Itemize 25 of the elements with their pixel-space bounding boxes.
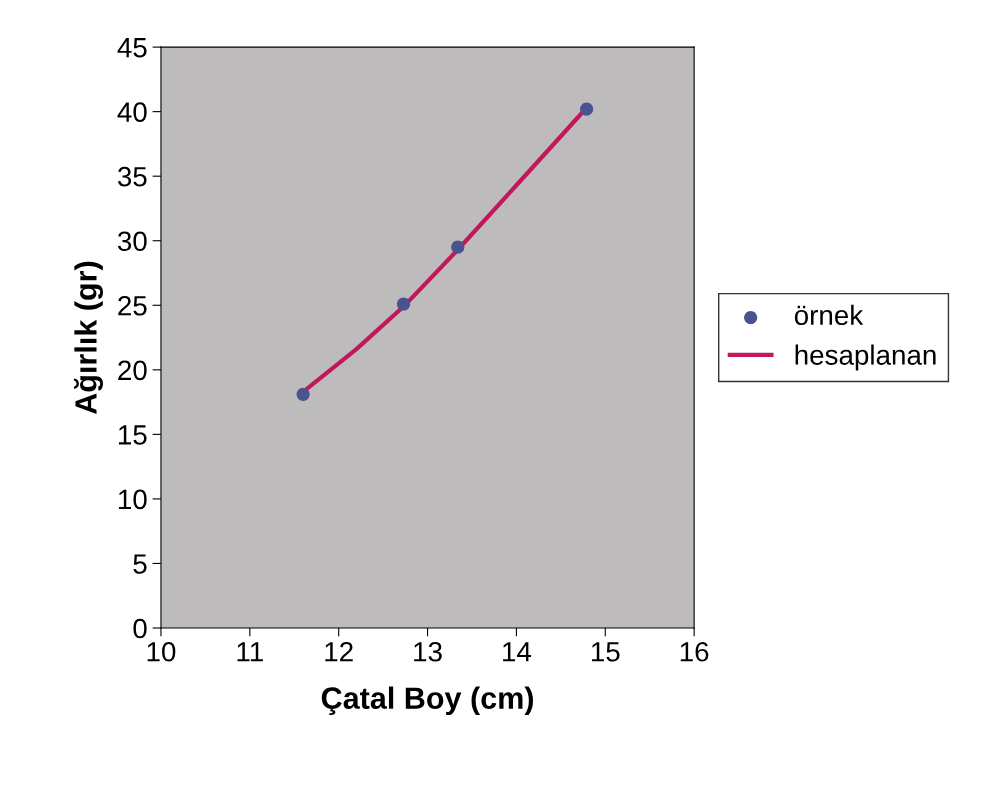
y-tick-label: 40 bbox=[117, 102, 147, 122]
y-tick-label: 15 bbox=[118, 425, 147, 445]
y-tick-label: 0 bbox=[133, 618, 147, 639]
point bbox=[580, 102, 594, 116]
y-tick-label: 30 bbox=[117, 231, 147, 252]
legend-label: hesaplanan bbox=[795, 344, 936, 371]
x-tick-label: 11 bbox=[237, 642, 263, 662]
x-tick-label: 12 bbox=[325, 641, 353, 662]
x-tick-label: 16 bbox=[680, 641, 709, 662]
y-tick-label: 10 bbox=[118, 489, 147, 510]
point bbox=[451, 240, 465, 254]
x-tick-label: 10 bbox=[147, 641, 176, 662]
x-axis-title: Çatal Boy (cm) bbox=[321, 686, 533, 716]
legend-label: örnek bbox=[794, 304, 864, 326]
x-tick-label: 13 bbox=[414, 641, 442, 662]
x-tick-label: 14 bbox=[503, 642, 532, 662]
y-tick-label: 5 bbox=[133, 554, 147, 574]
point bbox=[296, 387, 310, 401]
point bbox=[396, 297, 411, 311]
y-tick-label: 45 bbox=[117, 38, 147, 58]
y-axis-title: Ağırlık (gr) bbox=[74, 261, 103, 415]
y-tick-label: 25 bbox=[118, 295, 147, 316]
y-tick-label: 35 bbox=[117, 166, 147, 187]
y-tick-label: 20 bbox=[118, 360, 147, 381]
x-tick-label: 15 bbox=[591, 642, 620, 662]
